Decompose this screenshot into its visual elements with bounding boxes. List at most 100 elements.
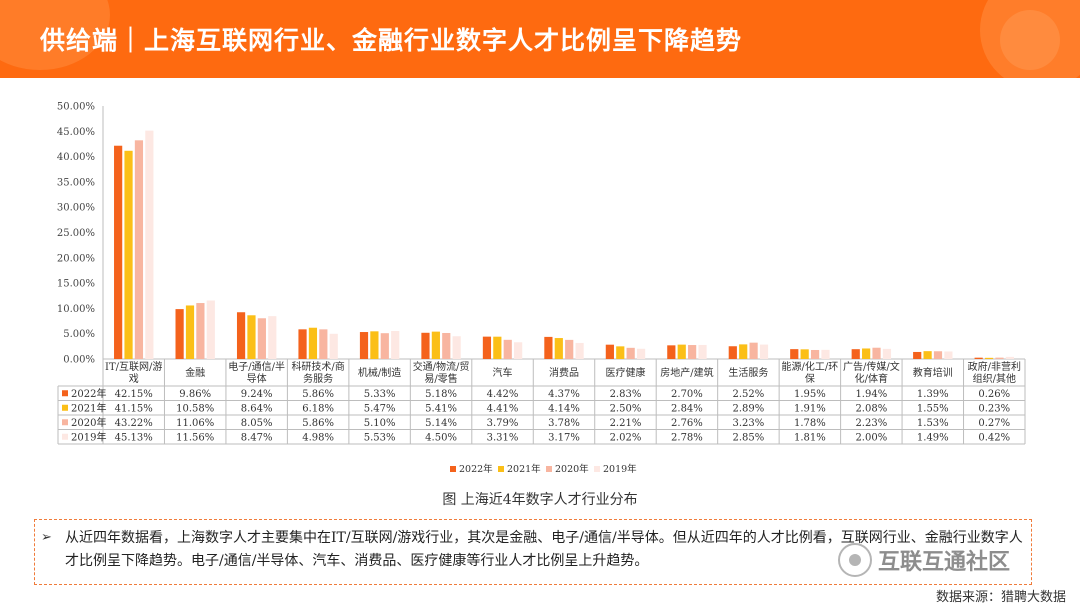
legend-label: 2021年 <box>507 463 541 475</box>
category-label: IT/互联网/游 <box>105 360 162 373</box>
data-label: 6.18% <box>302 403 334 414</box>
y-tick-label: 20.00% <box>57 253 95 264</box>
bar-2022年 <box>359 332 369 359</box>
header-banner: 供给端｜上海互联网行业、金融行业数字人才比例呈下降趋势 <box>0 0 1080 78</box>
bar-2020年 <box>995 357 1004 359</box>
legend-key-2019年 <box>62 433 68 440</box>
category-label: 医疗健康 <box>605 366 645 379</box>
category-label: 房地产/建筑 <box>660 366 713 379</box>
data-label: 4.50% <box>425 432 457 443</box>
legend-label: 2020年 <box>555 463 589 475</box>
category-label: 易/零售 <box>424 372 457 385</box>
y-tick-label: 50.00% <box>57 102 95 113</box>
category-label: 能源/化工/环 <box>781 360 838 373</box>
y-tick-label: 5.00% <box>63 329 95 340</box>
legend-key-2021年 <box>62 404 68 411</box>
bar-2020年 <box>872 347 881 359</box>
bar-2019年 <box>391 331 400 359</box>
row-header: 2021年 <box>71 401 106 414</box>
legend-key-2022年 <box>450 466 456 472</box>
bar-2022年 <box>544 336 553 359</box>
data-label: 8.47% <box>241 432 273 443</box>
row-header: 2020年 <box>71 416 106 429</box>
data-label: 9.24% <box>241 389 273 400</box>
data-label: 4.37% <box>548 389 580 400</box>
data-label: 2.23% <box>855 418 887 429</box>
bar-2022年 <box>482 336 492 359</box>
category-label: 生活服务 <box>728 366 768 379</box>
bar-2020年 <box>380 333 389 359</box>
bar-2021年 <box>984 357 994 359</box>
category-label: 金融 <box>185 366 205 379</box>
bar-2019年 <box>452 336 461 359</box>
bar-2021年 <box>431 331 440 359</box>
y-tick-label: 40.00% <box>57 152 95 163</box>
category-label: 消费品 <box>549 366 579 379</box>
bar-2021年 <box>185 305 195 359</box>
legend-key-2021年 <box>498 466 504 472</box>
data-label: 1.95% <box>794 389 826 400</box>
bar-2022年 <box>851 349 860 359</box>
wechat-icon <box>838 543 872 577</box>
data-label: 42.15% <box>115 389 153 400</box>
legend-key-2020年 <box>546 466 552 472</box>
legend-key-2020年 <box>62 419 68 426</box>
bar-2019年 <box>698 344 707 359</box>
bar-2019年 <box>882 348 892 359</box>
data-label: 1.81% <box>794 432 826 443</box>
bar-2022年 <box>421 332 430 359</box>
header-decoration <box>1000 10 1060 70</box>
bar-2019年 <box>145 130 154 359</box>
legend-label: 2019年 <box>603 463 637 475</box>
data-label: 5.10% <box>364 418 396 429</box>
data-label: 2.02% <box>610 432 642 443</box>
arrow-bullet-icon: ➢ <box>41 530 52 545</box>
bar-2019年 <box>514 342 523 359</box>
data-label: 5.86% <box>302 389 334 400</box>
category-label: 化/体育 <box>855 372 888 385</box>
data-label: 10.58% <box>176 403 214 414</box>
data-label: 1.91% <box>794 403 826 414</box>
legend-label: 2022年 <box>459 463 493 475</box>
data-label: 2.78% <box>671 432 703 443</box>
bar-2019年 <box>944 351 953 359</box>
data-label: 2.89% <box>733 403 765 414</box>
bar-2021年 <box>554 338 563 359</box>
bar-2021年 <box>862 348 871 359</box>
bar-2022年 <box>298 329 307 359</box>
bar-2020年 <box>257 318 266 359</box>
data-label: 4.42% <box>487 389 519 400</box>
page-title: 供给端｜上海互联网行业、金融行业数字人才比例呈下降趋势 <box>40 26 743 55</box>
data-label: 0.23% <box>978 403 1010 414</box>
bar-2020年 <box>749 342 758 359</box>
bar-2022年 <box>667 345 676 359</box>
bar-2021年 <box>739 344 748 359</box>
bar-2020年 <box>503 339 512 359</box>
category-label: 广告/传媒/文 <box>843 360 900 373</box>
data-label: 3.17% <box>548 432 580 443</box>
category-label: 汽车 <box>493 366 513 379</box>
data-label: 45.13% <box>115 432 153 443</box>
bar-2020年 <box>196 303 205 359</box>
data-label: 2.76% <box>671 418 703 429</box>
bar-2021年 <box>677 344 686 359</box>
chart-area: 0.00% 5.00% 10.00% 15.00% 20.00% 25.00% 30.00%… <box>0 78 1080 508</box>
category-label: 机械/制造 <box>358 366 401 379</box>
watermark: 互联互通社区 <box>838 540 1010 580</box>
category-label: 务服务 <box>303 372 333 385</box>
data-label: 41.15% <box>115 403 153 414</box>
data-label: 5.14% <box>425 418 457 429</box>
bar-2022年 <box>913 351 922 359</box>
data-label: 2.84% <box>671 403 703 414</box>
summary-text: 从近四年数据看，上海数字人才主要集中在IT/互联网/游戏行业，其次是金融、电子/… <box>65 530 1023 569</box>
bar-2019年 <box>1005 356 1014 359</box>
bar-2020年 <box>626 347 635 359</box>
category-label: 导体 <box>247 373 267 385</box>
data-label: 11.56% <box>176 432 214 443</box>
data-label: 1.39% <box>917 389 949 400</box>
data-label: 5.53% <box>364 432 396 443</box>
data-label: 5.47% <box>364 403 396 414</box>
summary-note: ➢ 从近四年数据看，上海数字人才主要集中在IT/互联网/游戏行业，其次是金融、电… <box>34 519 1032 585</box>
data-label: 0.27% <box>978 418 1010 429</box>
data-label: 5.33% <box>364 389 396 400</box>
